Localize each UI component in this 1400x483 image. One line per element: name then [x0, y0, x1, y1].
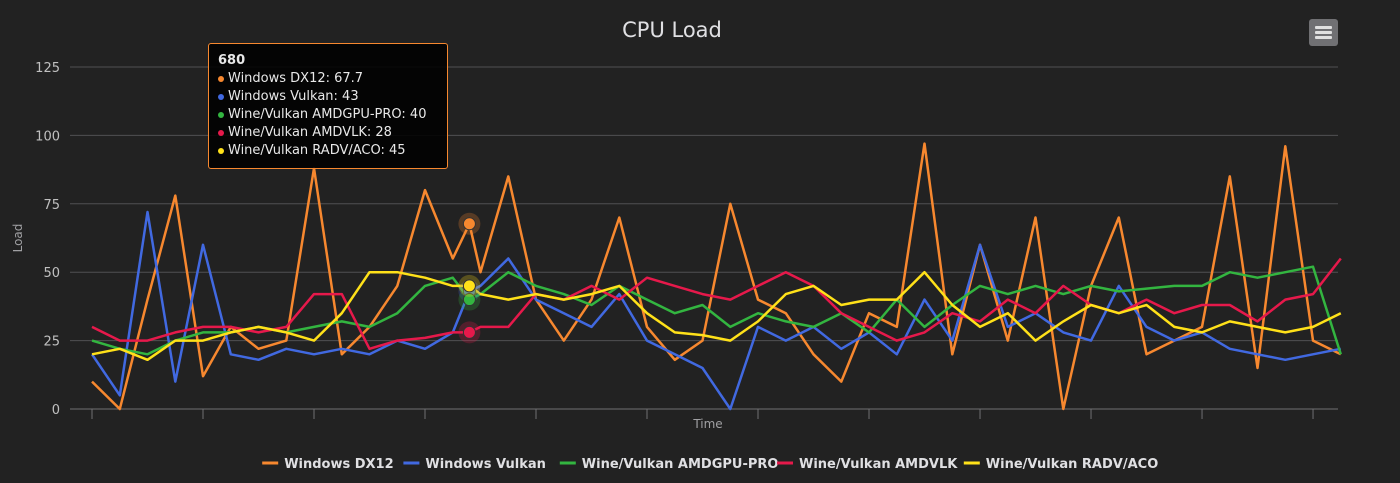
x-axis — [90, 408, 1338, 419]
tooltip-row-label: Windows Vulkan: 43 — [228, 89, 359, 104]
data-point-marker — [462, 279, 476, 293]
tooltip-header: 680 — [218, 53, 246, 68]
y-tick-label: 25 — [43, 335, 60, 350]
series-line-windows-vulkan — [90, 210, 1342, 411]
tooltip-row-label: Wine/Vulkan AMDGPU-PRO: 40 — [228, 107, 427, 122]
series-dot-icon — [218, 147, 224, 154]
legend-item[interactable]: Wine/Vulkan AMDGPU-PRO — [559, 457, 779, 472]
legend-label: Wine/Vulkan RADV/ACO — [986, 457, 1158, 472]
legend-item[interactable]: Wine/Vulkan AMDVLK — [777, 457, 958, 472]
chart-menu-button[interactable] — [1309, 19, 1338, 46]
y-axis-title: Load — [11, 224, 25, 253]
y-tick-label: 100 — [35, 129, 60, 144]
legend-item[interactable]: Wine/Vulkan RADV/ACO — [963, 457, 1158, 472]
legend-label: Wine/Vulkan AMDVLK — [799, 457, 958, 472]
series-dot-icon — [218, 129, 224, 136]
series-line-wine-vulkan-amdgpu-pro — [91, 265, 1342, 356]
x-axis-title: Time — [692, 417, 722, 431]
tooltip-row: Wine/Vulkan RADV/ACO: 45 — [218, 142, 438, 160]
legend-item[interactable]: Windows Vulkan — [403, 457, 546, 472]
tooltip-row-label: Wine/Vulkan RADV/ACO: 45 — [228, 143, 406, 158]
data-point-marker — [462, 293, 476, 307]
y-tick-label: 0 — [52, 403, 60, 418]
y-tick-label: 75 — [43, 198, 60, 213]
legend: Windows DX12 Windows Vulkan Wine/Vulkan AM… — [262, 457, 1158, 472]
series-dot-icon — [218, 93, 224, 100]
tooltip-row: Windows DX12: 67.7 — [218, 70, 438, 88]
tooltip-row: Wine/Vulkan AMDVLK: 28 — [218, 124, 438, 142]
y-tick-label: 125 — [35, 61, 60, 76]
hover-markers — [458, 212, 481, 344]
tooltip-row: Wine/Vulkan AMDGPU-PRO: 40 — [218, 106, 438, 124]
data-point-marker — [462, 217, 476, 231]
series-line-windows-dx12 — [91, 142, 1342, 411]
series-group — [90, 142, 1342, 411]
tooltip-row-label: Windows DX12: 67.7 — [228, 71, 364, 86]
legend-item[interactable]: Windows DX12 — [262, 457, 394, 472]
y-axis-tick-labels: 0 25 50 75 100 125 — [35, 61, 60, 418]
legend-label: Windows DX12 — [284, 457, 393, 472]
tooltip-row-label: Wine/Vulkan AMDVLK: 28 — [228, 125, 392, 140]
series-dot-icon — [218, 111, 224, 118]
legend-label: Windows Vulkan — [425, 457, 546, 472]
series-line-wine-vulkan-radv-aco — [91, 270, 1342, 362]
chart-title: CPU Load — [622, 18, 722, 42]
series-dot-icon — [218, 75, 224, 82]
series-line-wine-vulkan-amdvlk — [91, 257, 1342, 351]
tooltip: 680 Windows DX12: 67.7 Windows Vulkan: 4… — [208, 43, 448, 169]
y-tick-label: 50 — [43, 266, 60, 281]
data-point-marker — [462, 325, 476, 339]
tooltip-row: Windows Vulkan: 43 — [218, 88, 438, 106]
legend-label: Wine/Vulkan AMDGPU-PRO — [582, 457, 779, 472]
